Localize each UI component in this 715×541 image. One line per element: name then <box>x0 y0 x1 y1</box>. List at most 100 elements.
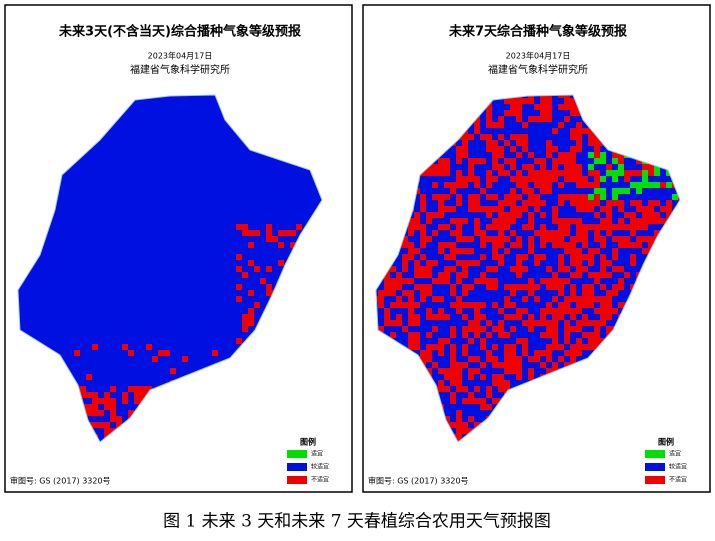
map-cell <box>618 188 624 194</box>
map-cell <box>444 386 450 392</box>
map-cell <box>492 224 498 230</box>
map-cell <box>376 296 378 302</box>
map-cell <box>570 326 576 332</box>
map-cell <box>462 428 468 434</box>
map-cell <box>576 326 582 332</box>
map-cell <box>600 284 606 290</box>
map-cell <box>140 392 146 398</box>
map-cell <box>516 110 522 116</box>
map-cell <box>528 374 534 380</box>
map-cell <box>414 224 420 230</box>
map-cell <box>630 170 636 176</box>
map-cell <box>492 266 498 272</box>
map-cell <box>546 326 552 332</box>
map-cell <box>456 218 462 224</box>
map-cell <box>546 344 552 350</box>
map-cell <box>438 344 444 350</box>
map-cell <box>516 140 522 146</box>
map-cell <box>630 254 636 260</box>
map-cell <box>600 302 606 308</box>
map-cell <box>462 350 468 356</box>
map-cell <box>588 344 594 350</box>
map-cell <box>564 158 570 164</box>
map-cell <box>528 194 534 200</box>
map-cell <box>504 224 510 230</box>
map-cell <box>552 128 558 134</box>
map-cell <box>540 164 546 170</box>
legend-swatch <box>645 476 665 484</box>
map-cell <box>636 218 642 224</box>
map-cell <box>642 206 648 212</box>
map-cell <box>618 278 624 284</box>
panel: 未来3天(不含当天)综合播种气象等级预报 2023年04月17日 福建省气象科学… <box>4 4 353 493</box>
map-cell <box>390 266 396 272</box>
map-cell <box>486 110 492 116</box>
map-cell <box>654 170 660 176</box>
map-cell <box>396 272 402 278</box>
map-cell <box>242 272 248 278</box>
map-cell <box>606 296 612 302</box>
map-cell <box>546 176 552 182</box>
map-cell <box>122 392 128 398</box>
map-cell <box>92 398 98 404</box>
map-cell <box>648 182 654 188</box>
map-cell <box>570 272 576 278</box>
map-cell <box>444 338 450 344</box>
map-cell <box>378 302 384 308</box>
map-cell <box>474 230 480 236</box>
map-cell <box>450 356 456 362</box>
map-cell <box>558 152 564 158</box>
map-cell <box>576 200 582 206</box>
map-cell <box>510 206 516 212</box>
map-cell <box>528 242 534 248</box>
panel-org: 福建省气象科学研究所 <box>488 63 588 76</box>
map-cell <box>540 362 546 368</box>
map-cell <box>588 152 594 158</box>
map-cell <box>438 272 444 278</box>
map-cell <box>582 194 588 200</box>
map-cell <box>642 212 648 218</box>
map-cell <box>474 326 480 332</box>
map-cell <box>582 176 588 182</box>
map-cell <box>384 320 390 326</box>
map-cell <box>408 308 414 314</box>
map-cell <box>104 422 110 428</box>
map-cell <box>492 194 498 200</box>
map-cell <box>564 242 570 248</box>
map-cell <box>642 164 648 170</box>
map-cell <box>570 350 576 356</box>
map-cell <box>384 308 390 314</box>
map-cell <box>612 158 618 164</box>
map-cell <box>456 416 462 422</box>
map-cell <box>594 152 600 158</box>
map-cell <box>600 296 606 302</box>
map-cell <box>426 284 432 290</box>
legend-label: 较适宜 <box>311 463 329 471</box>
map-cell <box>432 164 438 170</box>
map-cell <box>492 146 498 152</box>
map-cell <box>498 320 504 326</box>
map-cell <box>642 236 648 242</box>
map-cell <box>164 350 170 356</box>
map-cell <box>582 224 588 230</box>
map-cell <box>468 302 474 308</box>
map-cell <box>468 326 474 332</box>
map-cell <box>486 116 492 122</box>
map-cell <box>486 170 492 176</box>
map-cell <box>624 212 630 218</box>
map-cell <box>510 266 516 272</box>
map-cell <box>468 248 474 254</box>
map-cell <box>516 98 522 104</box>
map-cell <box>80 386 86 392</box>
map-cell <box>552 332 558 338</box>
map-cell <box>510 146 516 152</box>
map-cell <box>540 350 546 356</box>
map-cell <box>600 308 606 314</box>
map-cell <box>492 248 498 254</box>
map-cell <box>498 134 504 140</box>
map-cell <box>462 176 468 182</box>
map-cell <box>576 230 582 236</box>
map-cell <box>606 206 612 212</box>
map-cell <box>648 242 654 248</box>
map-cell <box>540 95 546 98</box>
